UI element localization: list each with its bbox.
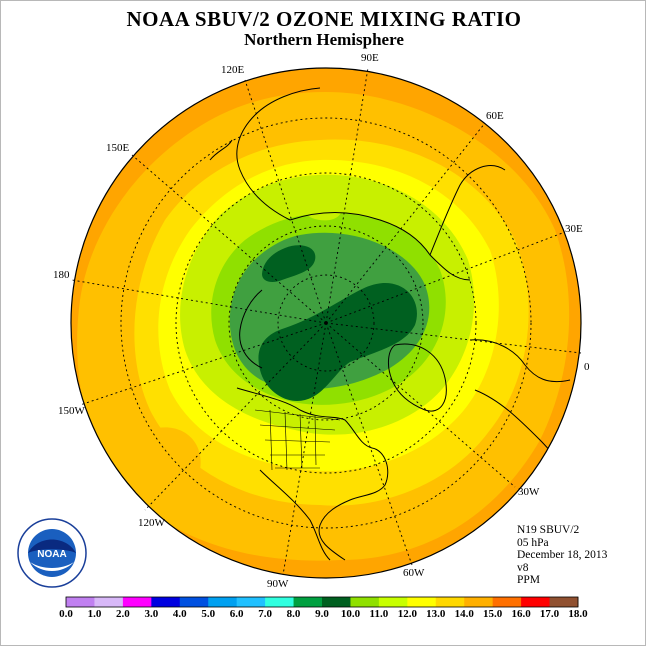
colorbar-cell — [407, 597, 437, 607]
coast-asia-north — [289, 212, 471, 281]
colorbar-tick-label: 14.0 — [454, 608, 474, 620]
colorbar-cell — [521, 597, 551, 607]
meridian-90e — [325, 67, 369, 324]
latitude-circle-45 — [175, 172, 477, 474]
colorbar-cell — [435, 597, 465, 607]
ozone-contours — [71, 68, 581, 578]
contour-dark-green — [258, 283, 417, 401]
info-date: December 18, 2013 — [517, 549, 608, 562]
colorbar-cell — [350, 597, 380, 607]
colorbar-cell — [549, 597, 579, 607]
colorbar-tick-label: 12.0 — [397, 608, 417, 620]
colorbar-tick-label: 2.0 — [116, 608, 130, 620]
colorbar-tick-label: 0.0 — [59, 608, 73, 620]
colorbar-cell — [66, 597, 95, 607]
map-title: NOAA SBUV/2 OZONE MIXING RATIO — [126, 7, 522, 31]
lon-label-90w: 90W — [267, 578, 289, 590]
colorbar-cell — [378, 597, 408, 607]
colorbar-cell — [236, 597, 266, 607]
colorbar-tick-label: 11.0 — [369, 608, 389, 620]
map-boundary — [70, 67, 582, 579]
noaa-logo-text: NOAA — [37, 549, 66, 560]
colorbar-tick-label: 7.0 — [258, 608, 272, 620]
coast-asia-south — [429, 165, 506, 256]
lon-label-180: 180 — [53, 269, 70, 281]
colorbar-tick-label: 4.0 — [172, 608, 187, 620]
colorbar-cell — [464, 597, 494, 607]
colorbar-tick-label: 3.0 — [144, 608, 159, 620]
coast-greenland — [387, 343, 447, 412]
colorbar-cell — [322, 597, 351, 607]
lon-label-90e: 90E — [361, 52, 379, 64]
lon-label-120e: 120E — [221, 64, 245, 76]
contour-dark-green-lobe — [262, 245, 316, 282]
coast-alaska — [239, 289, 263, 369]
colorbar-cell — [179, 597, 209, 607]
colorbar-tick-label: 6.0 — [229, 608, 244, 620]
colorbar — [65, 596, 579, 608]
colorbar-cell — [208, 597, 238, 607]
coast-mexico — [259, 469, 331, 561]
info-pressure: 05 hPa — [517, 536, 549, 549]
us-state-borders — [254, 409, 341, 471]
dataset-info: N19 SBUV/2 05 hPa December 18, 2013 v8 P… — [517, 524, 607, 587]
info-units: PPM — [517, 574, 541, 587]
colorbar-cell — [293, 597, 323, 607]
lon-label-0: 0 — [584, 361, 590, 373]
meridian-150w — [79, 322, 327, 406]
colorbar-tick-label: 16.0 — [511, 608, 531, 620]
colorbar-cell — [492, 597, 522, 607]
coast-north-america — [236, 387, 389, 561]
colorbar-tick-label: 18.0 — [568, 608, 588, 620]
longitude-labels: 90E 60E 30E 0 30W 60W 90W 120W 150W 180 … — [53, 52, 590, 590]
colorbar-tick-label: 10.0 — [340, 608, 361, 620]
colorbar-tick-label: 13.0 — [426, 608, 446, 620]
lon-label-30w: 30W — [518, 486, 540, 498]
latitude-circle-75 — [277, 274, 375, 372]
colorbar-cell — [151, 597, 181, 607]
coastlines — [209, 87, 576, 561]
lon-label-150w: 150W — [58, 405, 86, 417]
lon-label-120w: 120W — [138, 517, 166, 529]
colorbar-outline — [65, 596, 579, 608]
coast-europe — [469, 339, 571, 383]
lon-label-30e: 30E — [565, 223, 583, 235]
colorbar-tick-label: 1.0 — [87, 608, 102, 620]
latitude-circle-30 — [120, 117, 532, 529]
map-subtitle: Northern Hemisphere — [244, 30, 404, 49]
lon-label-60e: 60E — [486, 110, 504, 122]
colorbar-cell — [94, 597, 124, 607]
colorbar-tick-label: 15.0 — [483, 608, 503, 620]
latitude-circle-60 — [228, 225, 424, 421]
colorbar-tick-label: 8.0 — [286, 608, 301, 620]
contour-yellow-green-patch — [303, 193, 343, 221]
info-satellite: N19 SBUV/2 — [517, 524, 580, 536]
graticule — [71, 67, 582, 576]
meridian-120w — [144, 322, 327, 511]
colorbar-tick-label: 17.0 — [539, 608, 560, 620]
colorbar-cell — [265, 597, 295, 607]
info-version: v8 — [517, 561, 529, 574]
noaa-logo: NOAA — [17, 518, 87, 588]
coast-asia-east — [236, 87, 321, 221]
lon-label-60w: 60W — [403, 567, 425, 579]
colorbar-cell — [122, 597, 152, 607]
lon-label-150e: 150E — [106, 142, 130, 154]
meridian-30w — [325, 322, 516, 488]
colorbar-tick-label: 9.0 — [315, 608, 329, 620]
colorbar-tick-label: 5.0 — [201, 608, 216, 620]
contour-orange-patch-sw — [136, 427, 201, 499]
